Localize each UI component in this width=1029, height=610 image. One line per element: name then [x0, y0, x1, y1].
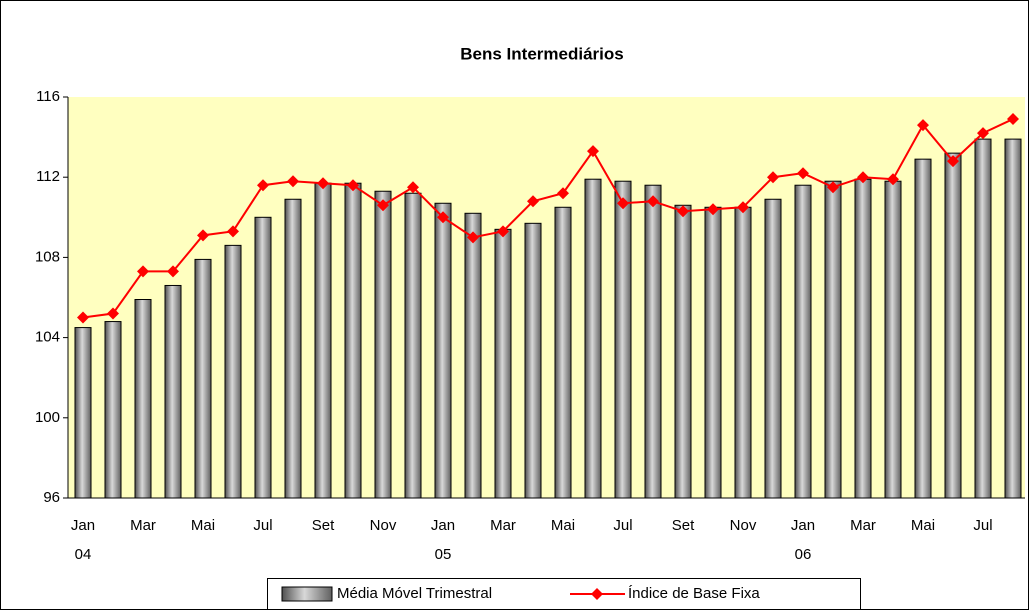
x-tick-label: Jul	[253, 517, 272, 534]
marker	[287, 175, 299, 188]
marker	[407, 181, 419, 194]
x-tick-label: Mar	[130, 517, 156, 534]
marker	[677, 205, 689, 218]
x-tick-label: Mai	[191, 517, 215, 534]
y-tick-label: 100	[35, 409, 60, 426]
line	[82, 118, 1014, 319]
marker	[707, 203, 719, 216]
marker	[557, 187, 569, 200]
marker	[347, 179, 359, 192]
marker	[467, 231, 479, 244]
bar	[854, 178, 872, 499]
bar	[434, 202, 452, 499]
bar	[614, 180, 632, 499]
marker	[257, 179, 269, 192]
marker	[947, 155, 959, 168]
x-tick-label: Mai	[911, 517, 935, 534]
marker	[917, 119, 929, 132]
y-tick-label: 96	[43, 489, 60, 506]
marker	[647, 195, 659, 208]
bar	[554, 206, 572, 499]
bar	[314, 182, 332, 499]
bar	[404, 192, 422, 499]
bar	[494, 228, 512, 499]
bar	[194, 258, 212, 499]
x-tick-label: Jul	[973, 517, 992, 534]
bar	[884, 180, 902, 499]
x-tick-label: Mai	[551, 517, 575, 534]
bar	[134, 299, 152, 499]
bar	[944, 152, 962, 499]
x-tick-label-year: 06	[795, 546, 812, 563]
x-tick-label: Jan	[431, 517, 455, 534]
bar	[644, 184, 662, 499]
y-tick-label: 116	[36, 88, 60, 105]
marker	[107, 307, 119, 320]
legend-marker	[591, 588, 603, 600]
bar	[704, 206, 722, 499]
marker	[77, 311, 89, 324]
x-tick-label: Nov	[730, 517, 757, 534]
bar	[524, 222, 542, 499]
bar	[164, 284, 182, 499]
marker	[527, 195, 539, 208]
y-tick-label: 108	[35, 248, 60, 265]
legend-swatch	[281, 586, 333, 602]
marker	[767, 171, 779, 184]
bar	[974, 138, 992, 499]
bar	[284, 198, 302, 499]
marker	[317, 177, 329, 190]
marker	[977, 127, 989, 140]
marker	[437, 211, 449, 224]
marker	[587, 145, 599, 158]
bar	[734, 206, 752, 499]
x-tick-label: Jan	[791, 517, 815, 534]
plot-area	[68, 97, 1025, 498]
marker	[827, 181, 839, 194]
y-tick-label: 112	[36, 168, 60, 185]
marker	[167, 265, 179, 278]
marker	[227, 225, 239, 238]
legend-label: Média Móvel Trimestral	[337, 585, 492, 602]
bar	[254, 216, 272, 499]
y-tick-label: 104	[35, 329, 60, 346]
bar	[104, 321, 122, 499]
bar	[374, 190, 392, 499]
bar	[824, 180, 842, 499]
x-tick-label-year: 04	[75, 546, 92, 563]
marker	[377, 199, 389, 212]
marker	[1007, 113, 1019, 126]
marker	[797, 167, 809, 180]
x-tick-label: Nov	[370, 517, 397, 534]
bar	[464, 212, 482, 499]
x-tick-label: Set	[672, 517, 695, 534]
marker	[857, 171, 869, 184]
x-tick-label: Jul	[613, 517, 632, 534]
x-tick-label-year: 05	[435, 546, 452, 563]
bar	[914, 158, 932, 499]
bar	[224, 244, 242, 499]
marker	[887, 173, 899, 186]
marker	[137, 265, 149, 278]
x-tick-label: Jan	[71, 517, 95, 534]
x-tick-label: Mar	[490, 517, 516, 534]
chart-title: Bens Intermediários	[460, 44, 623, 63]
bar	[584, 178, 602, 499]
bar	[674, 204, 692, 499]
x-tick-label: Mar	[850, 517, 876, 534]
x-tick-label: Set	[312, 517, 335, 534]
marker	[197, 229, 209, 242]
bar	[794, 184, 812, 499]
marker	[497, 225, 509, 238]
bar	[764, 198, 782, 499]
bar	[344, 182, 362, 499]
marker	[737, 201, 749, 214]
bar	[1004, 138, 1022, 499]
bar	[74, 327, 92, 499]
legend-label: Índice de Base Fixa	[628, 585, 760, 602]
marker	[617, 197, 629, 210]
